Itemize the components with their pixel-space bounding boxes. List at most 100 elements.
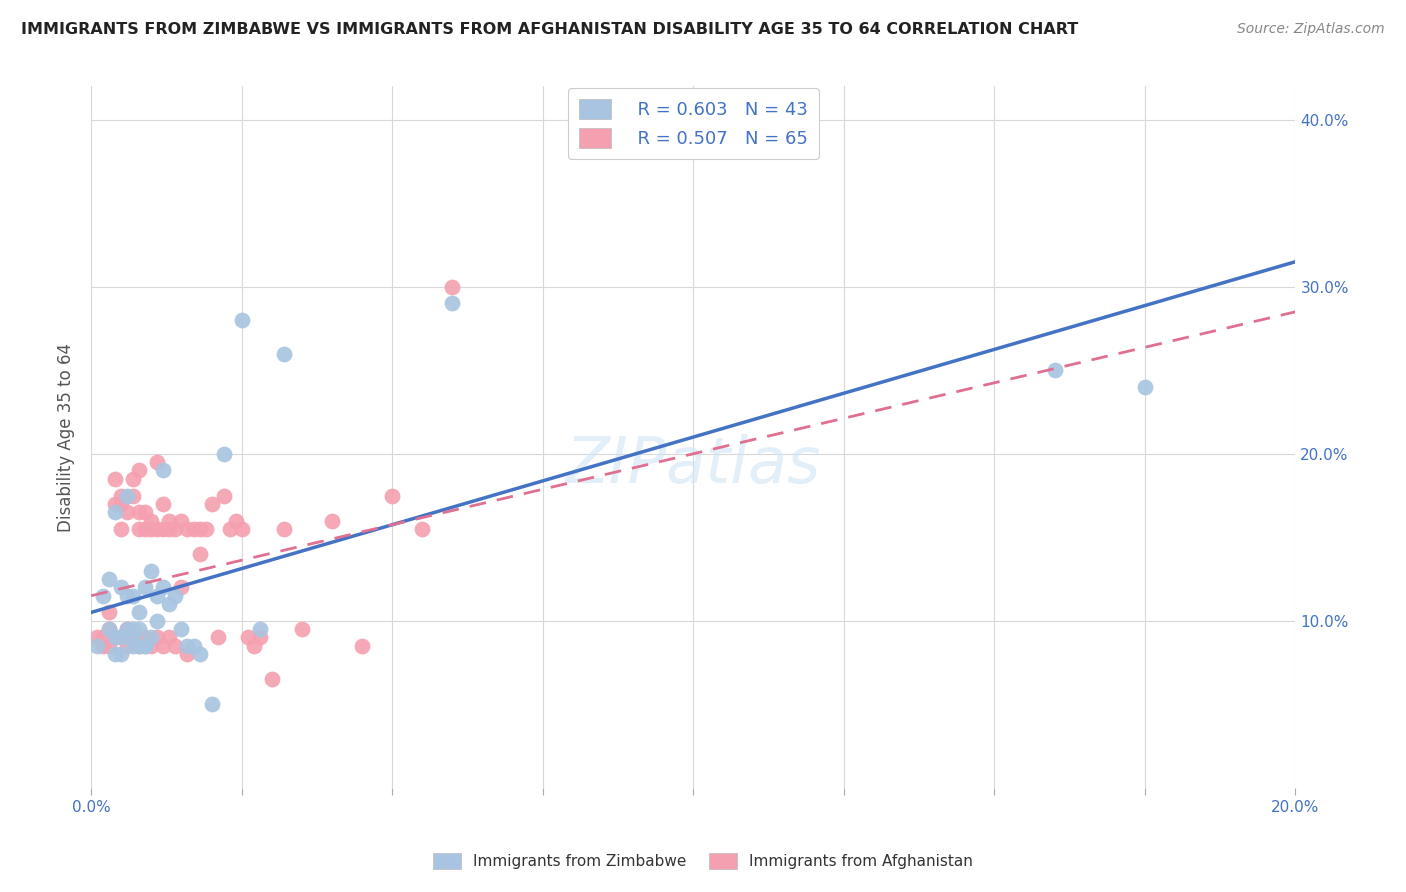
Point <box>86 631 108 645</box>
Point <box>188 547 211 561</box>
Point <box>141 522 163 536</box>
Point <box>141 564 163 578</box>
Text: ZIPatlas: ZIPatlas <box>565 434 821 496</box>
Point <box>128 463 150 477</box>
Point <box>98 639 121 653</box>
Point <box>122 489 145 503</box>
Point <box>110 580 132 594</box>
Point <box>134 639 156 653</box>
Point <box>291 622 314 636</box>
Point <box>91 639 114 653</box>
Point <box>170 622 193 636</box>
Point <box>159 514 181 528</box>
Point <box>134 505 156 519</box>
Point <box>170 580 193 594</box>
Point <box>134 580 156 594</box>
Point <box>152 463 174 477</box>
Point <box>104 505 127 519</box>
Point <box>146 455 169 469</box>
Point <box>249 622 271 636</box>
Point <box>117 622 139 636</box>
Point <box>381 489 404 503</box>
Point <box>98 606 121 620</box>
Point <box>91 589 114 603</box>
Point <box>200 698 222 712</box>
Point <box>260 672 283 686</box>
Point <box>146 631 169 645</box>
Point <box>86 639 108 653</box>
Point <box>122 589 145 603</box>
Y-axis label: Disability Age 35 to 64: Disability Age 35 to 64 <box>58 343 75 532</box>
Point <box>441 296 464 310</box>
Point <box>128 639 150 653</box>
Point <box>170 514 193 528</box>
Point <box>128 505 150 519</box>
Point <box>128 639 150 653</box>
Point <box>176 522 198 536</box>
Point <box>110 631 132 645</box>
Point <box>183 522 205 536</box>
Point <box>91 631 114 645</box>
Point <box>146 614 169 628</box>
Point <box>159 597 181 611</box>
Point <box>1043 363 1066 377</box>
Point <box>165 589 187 603</box>
Point <box>122 472 145 486</box>
Point <box>225 514 247 528</box>
Point <box>104 472 127 486</box>
Point <box>98 622 121 636</box>
Point <box>122 631 145 645</box>
Legend:   R = 0.603   N = 43,   R = 0.507   N = 65: R = 0.603 N = 43, R = 0.507 N = 65 <box>568 88 818 159</box>
Point <box>159 631 181 645</box>
Point <box>110 497 132 511</box>
Point <box>104 647 127 661</box>
Point <box>117 489 139 503</box>
Point <box>212 447 235 461</box>
Legend: Immigrants from Zimbabwe, Immigrants from Afghanistan: Immigrants from Zimbabwe, Immigrants fro… <box>427 847 979 875</box>
Point <box>141 639 163 653</box>
Point <box>249 631 271 645</box>
Point <box>128 522 150 536</box>
Point <box>134 522 156 536</box>
Point <box>110 489 132 503</box>
Point <box>98 622 121 636</box>
Point <box>218 522 240 536</box>
Text: IMMIGRANTS FROM ZIMBABWE VS IMMIGRANTS FROM AFGHANISTAN DISABILITY AGE 35 TO 64 : IMMIGRANTS FROM ZIMBABWE VS IMMIGRANTS F… <box>21 22 1078 37</box>
Point <box>98 572 121 586</box>
Point <box>141 631 163 645</box>
Point <box>117 622 139 636</box>
Point <box>231 313 253 327</box>
Point <box>321 514 343 528</box>
Point <box>236 631 259 645</box>
Point <box>110 647 132 661</box>
Point <box>273 522 295 536</box>
Point <box>441 279 464 293</box>
Point <box>128 622 150 636</box>
Point <box>128 606 150 620</box>
Point <box>188 522 211 536</box>
Point <box>1133 380 1156 394</box>
Point <box>188 647 211 661</box>
Point <box>200 497 222 511</box>
Point <box>104 631 127 645</box>
Text: Source: ZipAtlas.com: Source: ZipAtlas.com <box>1237 22 1385 37</box>
Point <box>117 639 139 653</box>
Point <box>134 639 156 653</box>
Point <box>176 647 198 661</box>
Point <box>104 631 127 645</box>
Point <box>207 631 229 645</box>
Point <box>122 639 145 653</box>
Point <box>134 631 156 645</box>
Point <box>183 639 205 653</box>
Point <box>152 522 174 536</box>
Point <box>159 522 181 536</box>
Point <box>141 514 163 528</box>
Point <box>146 589 169 603</box>
Point <box>411 522 433 536</box>
Point <box>117 589 139 603</box>
Point <box>231 522 253 536</box>
Point <box>212 489 235 503</box>
Point <box>165 522 187 536</box>
Point <box>152 497 174 511</box>
Point <box>194 522 217 536</box>
